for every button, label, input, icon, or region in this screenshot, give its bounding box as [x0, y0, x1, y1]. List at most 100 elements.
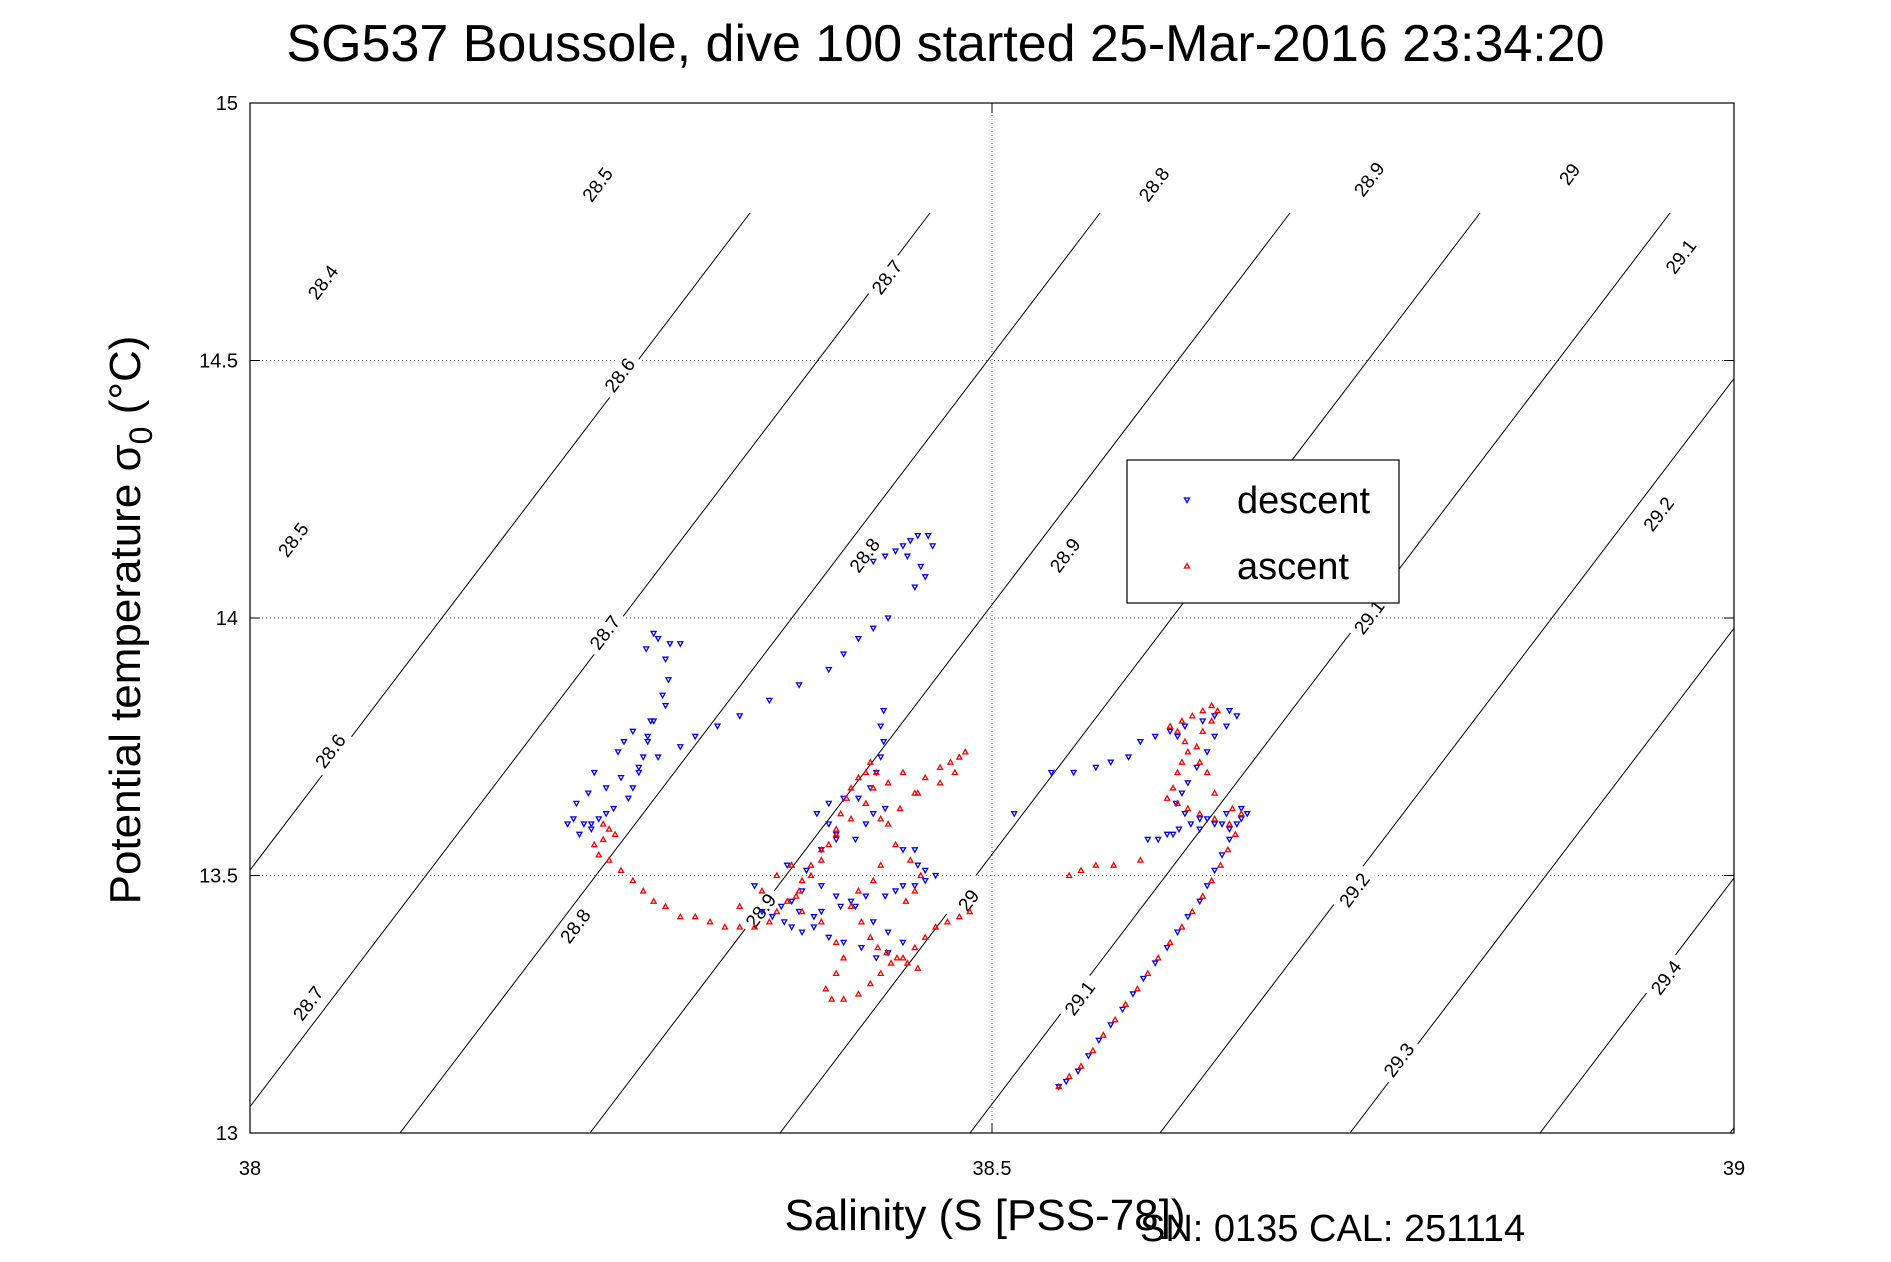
ascent-point [792, 892, 800, 899]
descent-point [587, 826, 595, 833]
descent-series [563, 532, 1251, 1091]
descent-point [750, 883, 759, 890]
descent-point [1218, 852, 1226, 859]
ascent-series [590, 701, 1245, 1090]
y-tick-label: 13 [216, 1123, 238, 1145]
descent-point [798, 929, 806, 936]
ascent-point [736, 923, 744, 930]
contour-label-bg [1344, 152, 1392, 205]
ascent-point [872, 768, 880, 776]
descent-point [691, 733, 699, 741]
ascent-point [1231, 830, 1239, 837]
contour-label-bg [1129, 157, 1177, 210]
ascent-point [1228, 804, 1237, 812]
contour-label-bg [268, 513, 316, 565]
ascent-point [932, 923, 940, 930]
descent-point [629, 728, 637, 736]
ascent-point [798, 876, 806, 884]
contour-label-bg [595, 348, 642, 400]
descent-point [1144, 836, 1152, 844]
descent-point [661, 656, 670, 664]
y-axis-label-subscript: 0 [123, 427, 159, 445]
ascent-point [828, 995, 836, 1002]
descent-point [1199, 718, 1207, 725]
descent-point [780, 919, 788, 926]
ascent-point [1208, 876, 1216, 884]
descent-point [869, 558, 877, 566]
ascent-point [961, 748, 969, 755]
ascent-point [906, 856, 914, 863]
ascent-point [921, 933, 929, 940]
descent-point [1124, 754, 1133, 761]
ascent-point [955, 912, 963, 920]
descent-point [1107, 759, 1115, 767]
contour-label-bg [550, 899, 598, 951]
descent-point [810, 914, 818, 921]
ascent-point [862, 799, 870, 807]
descent-point [839, 651, 848, 658]
ascent-point [773, 871, 781, 879]
ascent-point [1184, 804, 1192, 812]
descent-point [1173, 929, 1182, 936]
descent-point [1136, 738, 1145, 746]
descent-point [1107, 1022, 1115, 1029]
descent-point [1084, 1053, 1093, 1060]
descent-point [1175, 826, 1183, 833]
isopycnal-line [250, 212, 931, 1108]
descent-point [1139, 975, 1147, 983]
descent-point [813, 811, 821, 818]
ascent-point [955, 753, 963, 760]
descent-point [768, 914, 776, 921]
descent-point [587, 821, 595, 828]
ascent-point [650, 897, 658, 904]
ascent-point [1210, 789, 1219, 796]
descent-point [869, 625, 877, 633]
descent-point [758, 908, 766, 916]
descent-point [654, 754, 662, 761]
ascent-point [676, 912, 684, 920]
descent-point [1184, 914, 1192, 921]
descent-point [1172, 800, 1180, 808]
descent-point [617, 775, 625, 782]
ascent-point [599, 820, 607, 827]
descent-point [602, 811, 610, 818]
ascent-point [629, 876, 637, 884]
ascent-point [1237, 809, 1245, 817]
descent-point [881, 893, 889, 900]
descent-point [880, 708, 888, 715]
ascent-point [617, 866, 625, 873]
descent-point [1233, 821, 1241, 828]
contour-label-bg [573, 157, 620, 210]
descent-point [924, 532, 932, 540]
descent-point [854, 635, 863, 643]
ascent-point [590, 840, 598, 848]
ascent-point [1173, 768, 1182, 776]
contour-label-bg [862, 250, 909, 303]
ascent-point [736, 902, 744, 910]
descent-point [642, 646, 650, 653]
descent-point [1092, 764, 1100, 772]
ascent-point [1199, 706, 1207, 714]
legend-marker-descent [1183, 497, 1191, 504]
descent-point [817, 908, 825, 916]
descent-point [825, 934, 833, 942]
ascent-point [1121, 1000, 1130, 1007]
ascent-point [773, 907, 781, 915]
descent-point [854, 795, 863, 803]
x-tick-label: 38.5 [973, 1158, 1012, 1180]
descent-point [1062, 1078, 1070, 1086]
ascent-point [1188, 712, 1196, 719]
descent-point [639, 754, 647, 761]
descent-point [676, 641, 684, 648]
descent-point [1178, 790, 1186, 797]
ascent-point [807, 871, 815, 879]
ascent-point [798, 907, 806, 915]
ascent-point [1196, 809, 1204, 817]
ascent-point [911, 943, 919, 951]
ascent-point [1199, 892, 1207, 899]
ascent-point [899, 954, 907, 961]
y-axis-label: Potential temperature σ0 (°C) [101, 336, 159, 905]
ascent-point [758, 887, 766, 894]
ascent-point [1154, 954, 1162, 961]
ascent-point [869, 784, 877, 791]
